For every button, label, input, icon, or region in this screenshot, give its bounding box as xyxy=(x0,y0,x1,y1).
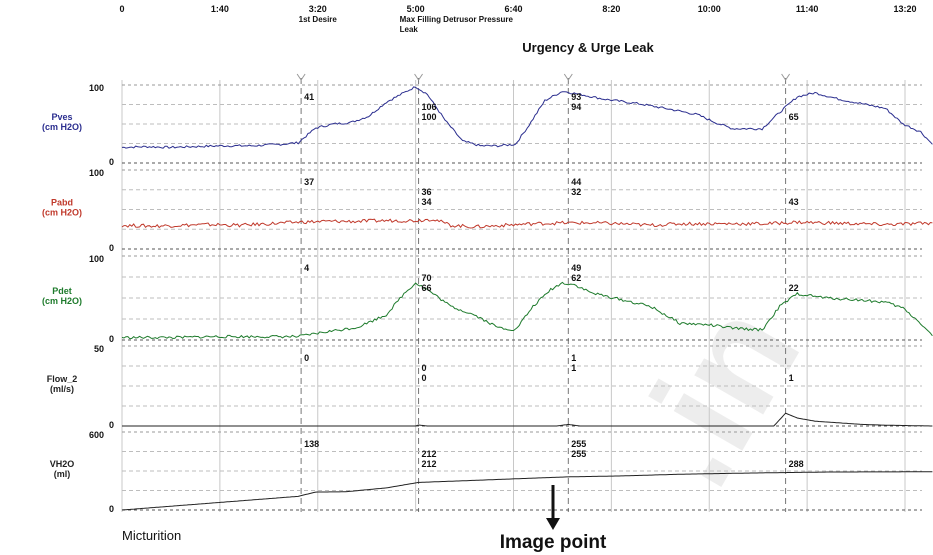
data-label: 94 xyxy=(571,102,581,112)
data-label: 44 xyxy=(571,177,581,187)
chart-grid xyxy=(121,73,906,512)
data-label: 70 xyxy=(422,273,432,283)
channel-unit: (ml) xyxy=(54,469,71,479)
scale-min-label: 0 xyxy=(109,420,114,430)
scale-max-label: 100 xyxy=(89,83,104,93)
data-label: 0 xyxy=(304,353,309,363)
channel-unit: (cm H2O) xyxy=(42,208,82,218)
event-marker-chevron xyxy=(296,73,306,81)
scale-min-label: 0 xyxy=(109,243,114,253)
scale-max-label: 600 xyxy=(89,430,104,440)
series-trace xyxy=(121,86,933,149)
event-label: Leak xyxy=(400,25,419,34)
data-label: 0 xyxy=(422,373,427,383)
x-tick-labels: 0 1:40 3:20 5:00 6:40 8:20 10:00 11:40 13:20 xyxy=(119,4,916,14)
channel-name: VH2O xyxy=(50,459,75,469)
x-tick-label: 13:20 xyxy=(893,4,916,14)
channel-name: Pdet xyxy=(52,286,72,296)
x-tick-label: 0 xyxy=(119,4,124,14)
data-label: 106 xyxy=(422,102,437,112)
series-trace xyxy=(121,471,933,511)
micturition-label: Micturition xyxy=(122,528,181,543)
data-label: 1 xyxy=(789,373,794,383)
scale-max-label: 100 xyxy=(89,254,104,264)
channel-unit: (cm H2O) xyxy=(42,122,82,132)
series-trace xyxy=(122,412,933,427)
channel-unit: (ml/s) xyxy=(50,384,74,394)
image-point-arrow-head xyxy=(546,518,560,530)
data-label: 32 xyxy=(571,187,581,197)
scale-min-label: 0 xyxy=(109,504,114,514)
x-tick-label: 5:00 xyxy=(407,4,425,14)
series-trace xyxy=(121,218,933,229)
data-label: 4 xyxy=(304,263,309,273)
event-label: 1st Desire xyxy=(299,15,338,24)
data-label: 93 xyxy=(571,92,581,102)
channel-name: Flow_2 xyxy=(47,374,78,384)
event-marker-chevron xyxy=(414,73,423,81)
scale-max-label: 50 xyxy=(94,344,104,354)
data-label: 36 xyxy=(422,187,432,197)
data-label: 255 xyxy=(571,449,586,459)
svg-text:.in: .in xyxy=(598,276,831,512)
scale-min-label: 0 xyxy=(109,157,114,167)
series-trace xyxy=(121,281,933,340)
data-label: 0 xyxy=(422,363,427,373)
data-label: 1 xyxy=(571,353,576,363)
data-label: 212 xyxy=(422,449,437,459)
event-marker-chevron xyxy=(781,73,791,81)
x-tick-label: 3:20 xyxy=(309,4,327,14)
image-point-label: Image point xyxy=(500,532,607,553)
event-marker-chevron xyxy=(563,73,573,81)
data-label: 62 xyxy=(571,273,581,283)
data-label: 1 xyxy=(571,363,576,373)
channel-unit: (cm H2O) xyxy=(42,296,82,306)
data-label: 212 xyxy=(422,459,437,469)
data-label: 66 xyxy=(422,283,432,293)
data-label: 288 xyxy=(789,459,804,469)
channel-name: Pves xyxy=(51,112,72,122)
x-tick-label: 1:40 xyxy=(211,4,229,14)
urgency-banner: Urgency & Urge Leak xyxy=(522,40,654,55)
data-label: 22 xyxy=(789,283,799,293)
data-label: 41 xyxy=(304,92,314,102)
event-labels: 1st Desire Max Filling Detrusor PressureL… xyxy=(299,15,514,34)
x-tick-label: 8:20 xyxy=(602,4,620,14)
data-label: 255 xyxy=(571,439,586,449)
x-tick-label: 6:40 xyxy=(504,4,522,14)
data-label: 49 xyxy=(571,263,581,273)
scale-max-label: 100 xyxy=(89,168,104,178)
data-label: 65 xyxy=(789,112,799,122)
data-label: 100 xyxy=(422,112,437,122)
event-label: Max Filling Detrusor Pressure xyxy=(400,15,514,24)
chart-footer: Micturition Image point xyxy=(122,485,607,553)
watermark: .in xyxy=(598,276,831,512)
data-label: 43 xyxy=(789,197,799,207)
x-tick-label: 10:00 xyxy=(698,4,721,14)
data-label: 37 xyxy=(304,177,314,187)
scale-min-label: 0 xyxy=(109,334,114,344)
channel-name: Pabd xyxy=(51,198,73,208)
x-tick-label: 11:40 xyxy=(796,4,819,14)
data-label: 138 xyxy=(304,439,319,449)
data-label: 34 xyxy=(422,197,432,207)
